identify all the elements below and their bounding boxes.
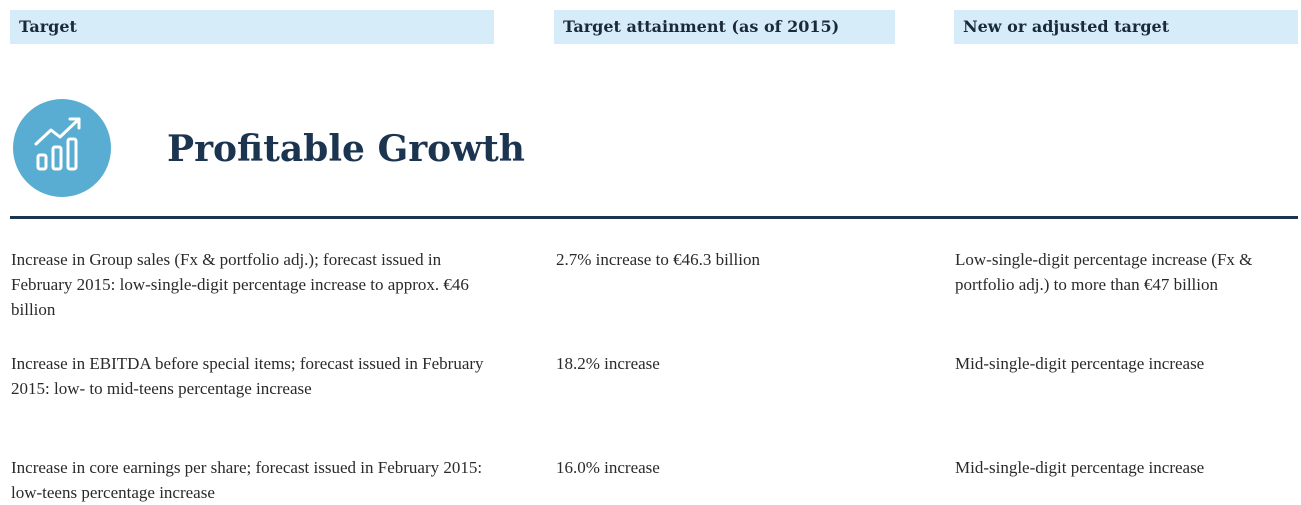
table-cell: Low-single-digit percentage increase (Fx… bbox=[955, 250, 1253, 294]
table-cell: Increase in Group sales (Fx & portfolio … bbox=[11, 250, 469, 319]
section-title: Profitable Growth bbox=[167, 128, 525, 170]
table-cell: 18.2% increase bbox=[556, 354, 660, 373]
column-header: Target attainment (as of 2015) bbox=[554, 10, 895, 44]
growth-icon bbox=[13, 99, 111, 197]
table-cell: 2.7% increase to €46.3 billion bbox=[556, 250, 760, 269]
divider bbox=[10, 216, 1298, 219]
table-cell: Increase in core earnings per share; for… bbox=[11, 458, 483, 502]
table-cell: Mid-single-digit percentage increase bbox=[955, 354, 1205, 373]
table-cell: Increase in EBITDA before special items;… bbox=[11, 354, 484, 398]
table-cell: Mid-single-digit percentage increase bbox=[955, 458, 1205, 477]
table-cell: 16.0% increase bbox=[556, 458, 660, 477]
column-header: Target bbox=[10, 10, 494, 44]
column-header: New or adjusted target bbox=[954, 10, 1298, 44]
